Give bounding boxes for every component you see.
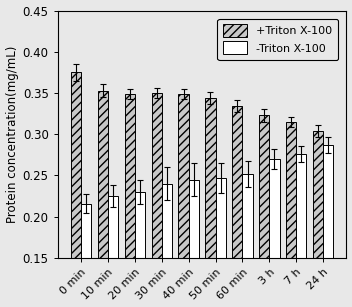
Bar [323, 145, 333, 307]
Bar [135, 192, 145, 307]
Bar [296, 154, 307, 307]
Bar [232, 106, 243, 307]
Bar [98, 91, 108, 307]
Bar [162, 184, 172, 307]
Bar [259, 115, 269, 307]
Bar [243, 174, 253, 307]
Bar [189, 180, 199, 307]
Bar [81, 204, 91, 307]
Y-axis label: Protein concentration(mg/mL): Protein concentration(mg/mL) [6, 45, 19, 223]
Bar [125, 94, 135, 307]
Bar [178, 94, 189, 307]
Bar [286, 122, 296, 307]
Bar [269, 159, 279, 307]
Bar [152, 93, 162, 307]
Bar [205, 98, 215, 307]
Bar [313, 131, 323, 307]
Bar [108, 196, 118, 307]
Bar [71, 72, 81, 307]
Legend: +Triton X-100, -Triton X-100: +Triton X-100, -Triton X-100 [218, 19, 338, 60]
Bar [215, 178, 226, 307]
